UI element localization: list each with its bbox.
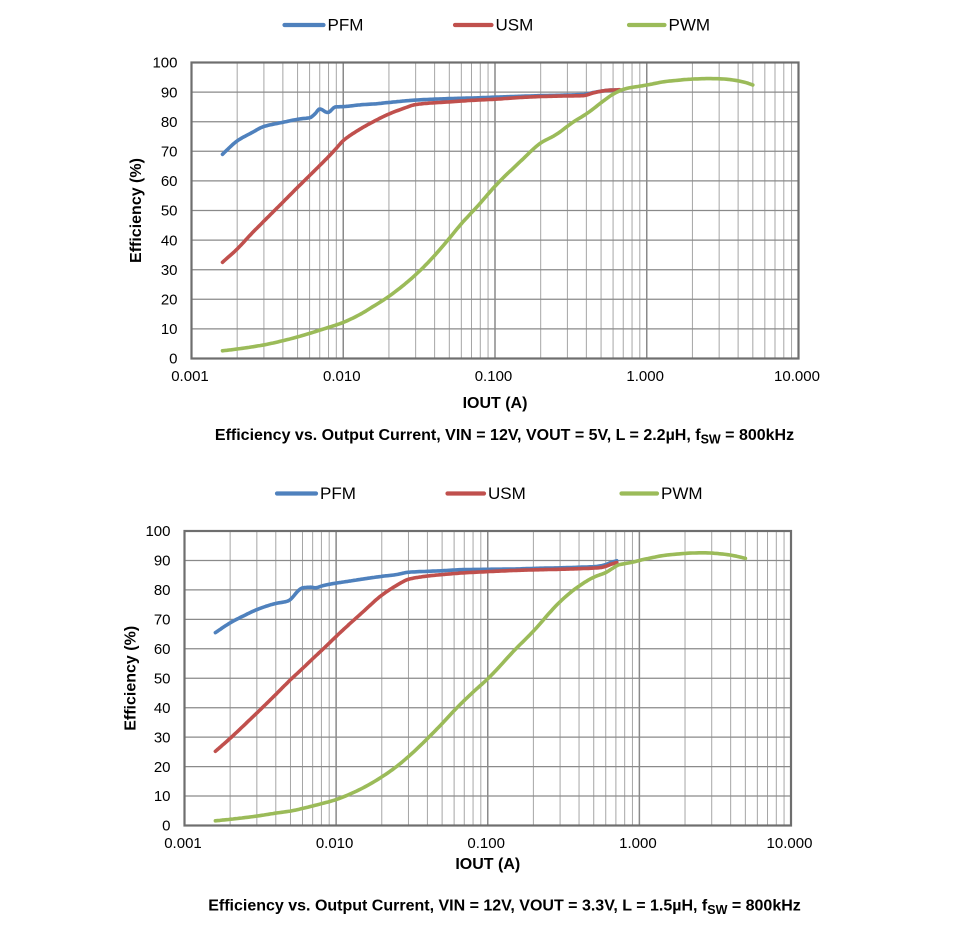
svg-text:IOUT (A): IOUT (A) [463,395,528,412]
svg-text:Efficiency (%): Efficiency (%) [128,158,145,263]
svg-text:PFM: PFM [328,16,364,35]
svg-text:PFM: PFM [320,484,356,503]
svg-text:USM: USM [488,484,526,503]
svg-text:80: 80 [161,114,178,131]
svg-text:10.000: 10.000 [767,835,813,852]
svg-text:10.000: 10.000 [774,368,820,385]
svg-text:100: 100 [152,55,177,72]
svg-text:0.010: 0.010 [316,835,354,852]
svg-text:90: 90 [154,553,171,570]
svg-text:PWM: PWM [669,16,711,35]
svg-text:1.000: 1.000 [626,368,664,385]
svg-text:Efficiency (%): Efficiency (%) [123,626,140,731]
svg-text:30: 30 [161,262,178,279]
svg-text:60: 60 [161,173,178,190]
svg-text:0.001: 0.001 [171,368,209,385]
svg-text:0.100: 0.100 [475,368,513,385]
svg-text:Efficiency vs. Output Current,: Efficiency vs. Output Current, VIN = 12V… [215,427,794,447]
svg-text:USM: USM [496,16,534,35]
svg-text:50: 50 [161,203,178,220]
svg-text:80: 80 [154,582,171,599]
svg-text:10: 10 [154,788,171,805]
svg-text:0.001: 0.001 [164,835,202,852]
svg-text:90: 90 [161,84,178,101]
svg-text:10: 10 [161,321,178,338]
svg-text:PWM: PWM [661,484,703,503]
svg-text:30: 30 [154,729,171,746]
svg-text:70: 70 [154,612,171,629]
svg-text:60: 60 [154,641,171,658]
svg-text:0: 0 [162,818,170,835]
svg-text:Efficiency vs. Output Current,: Efficiency vs. Output Current, VIN = 12V… [208,898,801,918]
svg-text:100: 100 [145,523,170,540]
svg-text:50: 50 [154,671,171,688]
svg-text:0: 0 [169,351,177,368]
svg-text:IOUT (A): IOUT (A) [455,856,520,873]
svg-text:0.100: 0.100 [467,835,505,852]
svg-text:0.010: 0.010 [323,368,361,385]
svg-text:40: 40 [154,700,171,717]
svg-text:1.000: 1.000 [619,835,657,852]
svg-text:70: 70 [161,144,178,161]
svg-text:20: 20 [161,292,178,309]
svg-text:20: 20 [154,759,171,776]
svg-text:40: 40 [161,232,178,249]
